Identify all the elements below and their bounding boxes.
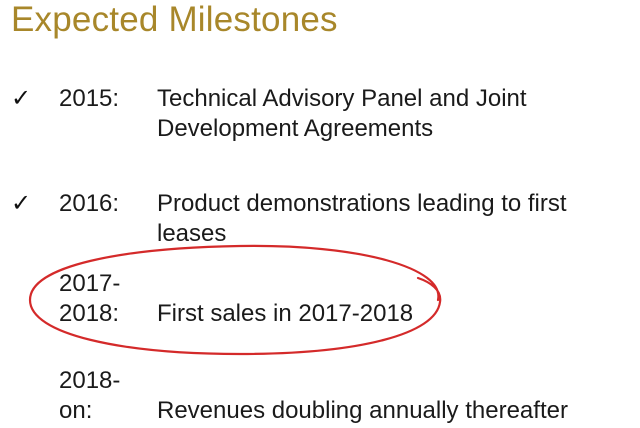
milestone-description: Revenues doubling annually thereafter bbox=[157, 397, 568, 424]
milestone-description: Technical Advisory Panel and Joint Devel… bbox=[157, 85, 527, 142]
milestone-year: 2015: bbox=[59, 85, 120, 112]
milestone-year: 2016: bbox=[59, 190, 120, 217]
milestone-year: 2017- 2018: bbox=[59, 270, 121, 327]
checkmark-icon: ✓ bbox=[11, 190, 32, 217]
milestone-description: Product demonstrations leading to first … bbox=[157, 190, 567, 247]
checkmark-icon: ✓ bbox=[11, 85, 32, 112]
page-title: Expected Milestones bbox=[11, 0, 338, 39]
milestone-description: First sales in 2017-2018 bbox=[157, 300, 414, 327]
milestone-year: 2018- on: bbox=[59, 367, 121, 424]
